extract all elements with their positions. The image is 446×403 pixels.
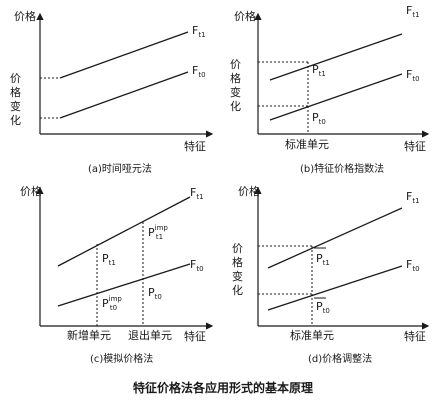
x-marker-left-label: 新增单元: [67, 328, 111, 342]
y-mid-1: 价: [230, 58, 241, 71]
point-b-label: Pimp t1: [148, 224, 168, 241]
panel-b: 价格 特征 价 格 变 化 Pt1 Pt0 标准单元 Ft1 Ft0 (b)特征…: [230, 4, 430, 175]
line-upper-label: Ft1: [190, 186, 204, 201]
point-a-label: Pt1: [102, 252, 116, 267]
y-mid-4: 化: [230, 99, 241, 113]
panel-caption: (c)模拟价格法: [90, 352, 153, 365]
x-axis-label: 特征: [404, 139, 426, 153]
line-upper-label: Ft1: [406, 4, 420, 19]
line-lower-label: Ft0: [406, 68, 420, 83]
y-mid-2: 格: [230, 71, 241, 85]
panel-caption: (d)价格调整法: [308, 352, 372, 365]
line-upper: [57, 196, 191, 267]
y-axis-label-1: 价格: [238, 184, 260, 198]
y-mid-3: 变: [230, 85, 241, 99]
line-upper-label: Ft1: [192, 24, 206, 39]
line-lower-label: Ft0: [406, 258, 420, 273]
line-lower-label: Ft0: [192, 64, 206, 79]
point-c-label: Pimp t0: [102, 295, 122, 312]
point-lower-label: Pt0: [312, 111, 326, 126]
x-marker-right-label: 退出单元: [128, 328, 172, 342]
point-lower-label: Pt0: [316, 300, 330, 315]
point-upper-label: Pt1: [316, 252, 330, 267]
y-mid-2: 格: [232, 255, 243, 269]
x-marker-label: 标准单元: [290, 328, 334, 342]
x-axis-label: 特征: [184, 329, 206, 343]
y-axis-label-1: 价格: [20, 184, 42, 198]
y-axis-label-1: 价格: [234, 9, 256, 23]
y-axis-label-1: 价格: [14, 9, 36, 23]
line-lower: [269, 73, 403, 121]
x-axis-label: 特征: [404, 329, 426, 343]
y-mid-2: 格: [10, 85, 21, 99]
y-mid-1: 价: [232, 242, 243, 255]
x-axis-label: 特征: [184, 139, 206, 153]
figure-title: 特征价格法各应用形式的基本原理: [133, 380, 313, 395]
x-marker-label: 标准单元: [285, 137, 329, 151]
line-lower: [267, 265, 403, 311]
panel-a: 价格 特征 价 格 变 化 Ft1 Ft0 (a)时间哑元法: [10, 9, 214, 175]
line-upper-label: Ft1: [406, 190, 420, 205]
line-lower: [59, 71, 189, 119]
panel-d: 价格 特征 价 格 变 化 Pt1 Pt0 标准单元 Ft1 Ft0 (d)价格…: [232, 184, 430, 365]
line-upper: [269, 33, 403, 81]
line-upper: [267, 207, 403, 269]
panel-c: 价格 特征 Pt1 Pimp t1 Pimp t0 Pt0 新增单元 退出单元 Ft…: [20, 184, 214, 365]
y-mid-3: 变: [232, 269, 243, 283]
point-upper-label: Pt1: [312, 63, 326, 78]
y-mid-4: 化: [232, 283, 243, 297]
panel-caption: (b)特征价格指数法: [300, 162, 384, 175]
line-upper: [59, 31, 189, 79]
y-mid-1: 价: [10, 72, 21, 85]
panel-caption: (a)时间哑元法: [88, 162, 152, 175]
y-mid-4: 化: [10, 113, 21, 127]
line-lower: [57, 263, 191, 307]
y-mid-3: 变: [10, 99, 21, 113]
point-d-label: Pt0: [148, 286, 162, 301]
line-lower-label: Ft0: [190, 258, 204, 273]
